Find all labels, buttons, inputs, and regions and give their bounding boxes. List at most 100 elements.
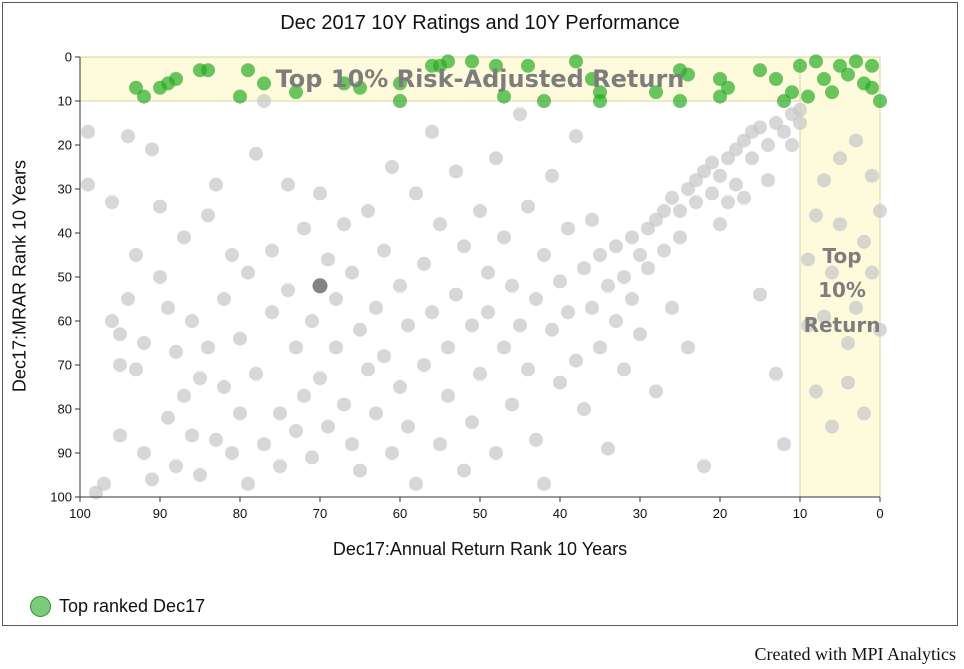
top-ranked-data-point	[673, 94, 687, 108]
gray-data-point	[513, 107, 527, 122]
top-ranked-data-point	[569, 54, 583, 69]
gray-data-point	[465, 415, 479, 430]
top-ranked-data-point	[585, 72, 599, 86]
top-ranked-data-point	[289, 85, 303, 100]
gray-data-point	[689, 195, 703, 210]
gray-data-point	[265, 243, 279, 258]
gray-data-point	[145, 472, 159, 487]
gray-data-point	[393, 380, 407, 394]
gray-data-point	[849, 300, 863, 315]
zone-top-label: Top 10% Risk-Adjusted Return	[276, 65, 685, 93]
gray-data-point	[481, 265, 495, 280]
top-ranked-data-point	[825, 85, 839, 100]
gray-data-point	[353, 463, 367, 478]
gray-data-point	[433, 217, 447, 232]
y-tick-label: 10	[58, 94, 72, 109]
gray-data-point	[585, 212, 599, 227]
gray-data-point	[801, 252, 815, 267]
gray-data-point	[505, 278, 519, 293]
x-tick-label: 0	[876, 506, 883, 521]
gray-data-point	[169, 459, 183, 474]
gray-data-point	[593, 340, 607, 355]
gray-data-point	[369, 406, 383, 421]
gray-data-point	[177, 230, 191, 245]
gray-data-point	[369, 300, 383, 315]
gray-data-point	[345, 437, 359, 452]
x-tick-label: 20	[713, 506, 727, 521]
top-ranked-data-point	[753, 63, 767, 78]
gray-data-point	[337, 217, 351, 232]
gray-data-point	[609, 314, 623, 328]
gray-data-point	[209, 177, 223, 192]
gray-data-point	[545, 322, 559, 337]
gray-data-point	[273, 406, 287, 421]
x-tick-label: 40	[553, 506, 567, 521]
gray-data-point	[425, 305, 439, 320]
gray-data-point	[433, 437, 447, 452]
gray-data-point	[873, 204, 887, 218]
top-ranked-data-point	[465, 54, 479, 69]
gray-data-point	[289, 424, 303, 438]
gray-data-point	[657, 204, 671, 218]
gray-data-point	[593, 248, 607, 262]
gray-data-point	[577, 402, 591, 416]
top-ranked-data-point	[241, 63, 255, 78]
gray-data-point	[313, 371, 327, 386]
zone-right-label-line3: Return	[804, 313, 881, 337]
gray-data-point	[761, 173, 775, 188]
top-ranked-data-point	[649, 85, 663, 100]
gray-data-point	[113, 428, 127, 443]
top-ranked-data-point	[393, 94, 407, 108]
gray-data-point	[97, 476, 111, 491]
gray-data-point	[225, 446, 239, 460]
gray-data-point	[793, 116, 807, 130]
gray-data-point	[753, 287, 767, 302]
credit-text: Created with MPI Analytics	[754, 644, 956, 664]
gray-data-point	[577, 261, 591, 276]
x-axis-label: Dec17:Annual Return Rank 10 Years	[332, 539, 628, 559]
gray-data-point	[665, 190, 679, 205]
gray-data-point	[641, 261, 655, 276]
gray-data-point	[761, 138, 775, 152]
gray-data-point	[721, 195, 735, 210]
x-tick-label: 90	[153, 506, 167, 521]
gray-data-point	[601, 441, 615, 456]
gray-data-point	[481, 305, 495, 320]
gray-data-point	[673, 230, 687, 245]
gray-data-point	[281, 283, 295, 298]
gray-data-point	[553, 274, 567, 289]
gray-data-point	[601, 278, 615, 293]
y-tick-label: 80	[58, 402, 72, 417]
gray-data-point	[137, 446, 151, 460]
y-tick-label: 30	[58, 182, 72, 197]
zone-right-label-line1: Top	[822, 244, 861, 268]
gray-data-point	[449, 287, 463, 302]
gray-data-point	[529, 432, 543, 447]
gray-data-point	[409, 476, 423, 491]
gray-data-point	[817, 173, 831, 188]
gray-data-point	[521, 362, 535, 377]
top-ranked-data-point	[257, 76, 271, 91]
y-tick-label: 100	[50, 490, 72, 505]
gray-data-point	[705, 155, 719, 170]
gray-data-point	[217, 380, 231, 394]
gray-data-point	[113, 327, 127, 342]
gray-data-point	[81, 177, 95, 192]
gray-data-point	[393, 278, 407, 293]
y-tick-label: 90	[58, 446, 72, 461]
gray-data-point	[161, 410, 175, 425]
gray-data-point	[825, 265, 839, 280]
gray-data-point	[353, 322, 367, 337]
gray-data-point	[529, 292, 543, 306]
gray-data-point	[409, 186, 423, 201]
top-ranked-data-point	[233, 89, 247, 104]
gray-data-point	[217, 292, 231, 306]
gray-data-point	[497, 340, 511, 355]
top-ranked-data-point	[809, 54, 823, 69]
gray-data-point	[209, 432, 223, 447]
gray-data-point	[801, 318, 815, 333]
gray-data-point	[113, 358, 127, 372]
gray-data-point	[249, 366, 263, 381]
top-ranked-data-point	[817, 72, 831, 86]
gray-data-point	[417, 256, 431, 271]
